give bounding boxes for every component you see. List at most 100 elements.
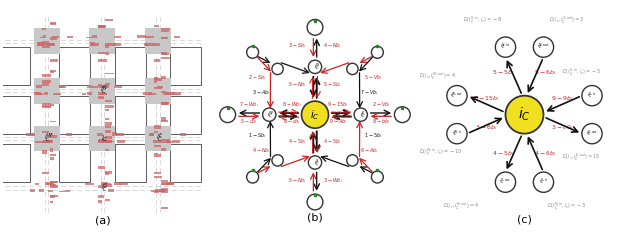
Bar — [98, 25, 103, 28]
Text: $3-Sb_i$: $3-Sb_i$ — [289, 41, 307, 50]
Bar — [161, 190, 168, 193]
Bar — [161, 102, 168, 105]
Bar — [161, 52, 167, 55]
Circle shape — [272, 155, 284, 166]
Bar — [29, 133, 35, 136]
Bar — [43, 35, 46, 38]
Bar — [43, 140, 49, 143]
Bar — [89, 126, 115, 151]
Bar — [161, 207, 168, 209]
Bar — [144, 43, 147, 46]
Bar — [50, 154, 56, 156]
Bar — [59, 96, 90, 134]
Circle shape — [371, 46, 384, 58]
Bar — [89, 28, 115, 54]
Bar — [145, 28, 171, 54]
Bar — [166, 183, 171, 185]
Text: $4-6b_i$: $4-6b_i$ — [534, 149, 557, 158]
Text: $9-Ab_i$: $9-Ab_i$ — [329, 117, 347, 126]
Bar — [98, 59, 106, 62]
Bar — [105, 172, 110, 175]
Bar — [108, 44, 116, 46]
Bar — [37, 85, 42, 88]
Bar — [123, 183, 128, 185]
Bar — [65, 190, 70, 192]
Bar — [105, 19, 113, 21]
Text: $7-Vb_i$: $7-Vb_i$ — [360, 88, 378, 97]
Bar — [45, 140, 52, 143]
Text: $D(i^{E,in}_C, i_c) = -5$: $D(i^{E,in}_C, i_c) = -5$ — [563, 67, 602, 78]
Bar — [86, 183, 94, 185]
Bar — [50, 195, 58, 197]
Bar — [42, 80, 50, 83]
Bar — [98, 25, 105, 28]
Bar — [166, 139, 170, 143]
Text: $5-cb_i$: $5-cb_i$ — [239, 117, 258, 126]
Text: $i^{E,in}_C$: $i^{E,in}_C$ — [587, 90, 597, 101]
Bar — [34, 126, 60, 151]
Bar — [180, 133, 186, 136]
Bar — [105, 105, 113, 108]
Bar — [105, 124, 111, 128]
Text: $i^W_C$: $i^W_C$ — [267, 109, 275, 120]
Bar — [146, 44, 154, 46]
Bar — [89, 78, 115, 104]
Text: $5-Vb_i$: $5-Vb_i$ — [364, 73, 382, 82]
Bar — [50, 59, 59, 62]
Circle shape — [246, 46, 259, 58]
Bar — [173, 92, 181, 95]
Circle shape — [307, 19, 323, 35]
Bar — [34, 28, 60, 54]
Bar — [165, 92, 173, 95]
Text: $i^{W,out}_C$: $i^{W,out}_C$ — [450, 90, 464, 101]
Bar — [42, 74, 51, 77]
Bar — [170, 96, 201, 134]
Bar — [34, 92, 39, 95]
Bar — [26, 133, 35, 136]
Circle shape — [534, 37, 554, 57]
Circle shape — [582, 124, 602, 144]
Text: $D(i^{S,in}_C, i_c) = -8$: $D(i^{S,in}_C, i_c) = -8$ — [462, 15, 502, 26]
Text: $i_C$: $i_C$ — [101, 133, 108, 144]
Text: $3-Ab_i$: $3-Ab_i$ — [252, 88, 270, 97]
Circle shape — [394, 107, 410, 123]
Bar — [115, 96, 146, 134]
Bar — [106, 183, 111, 185]
Text: (c): (c) — [517, 214, 532, 224]
Bar — [152, 43, 160, 46]
Bar — [175, 94, 180, 95]
Bar — [112, 132, 117, 136]
Text: $9-9b_i$: $9-9b_i$ — [551, 94, 574, 103]
Bar — [99, 86, 106, 88]
Text: $i^E_C$: $i^E_C$ — [156, 132, 164, 145]
Text: $8-15b_i$: $8-15b_i$ — [473, 94, 500, 103]
Text: $D(i_c, i^{W,out}_C) = 4$: $D(i_c, i^{W,out}_C) = 4$ — [419, 71, 456, 82]
Bar — [115, 144, 146, 182]
Bar — [102, 183, 106, 185]
Text: $i^{S,in}_C$: $i^{S,in}_C$ — [539, 177, 548, 187]
Bar — [114, 86, 122, 88]
Bar — [86, 92, 91, 95]
Bar — [49, 133, 53, 136]
Bar — [161, 37, 168, 38]
Bar — [169, 182, 174, 185]
Text: $i^N_C$: $i^N_C$ — [100, 84, 108, 98]
Text: $D(i^{W,in}_C, i_c) = -10$: $D(i^{W,in}_C, i_c) = -10$ — [419, 147, 462, 158]
Bar — [161, 183, 166, 185]
Text: $8-cb_i$: $8-cb_i$ — [284, 117, 301, 126]
Bar — [162, 183, 171, 185]
Bar — [50, 37, 57, 40]
Bar — [50, 71, 54, 73]
Bar — [105, 122, 112, 125]
Bar — [50, 135, 57, 138]
Bar — [98, 92, 106, 95]
Text: $i^S_C$: $i^S_C$ — [101, 181, 108, 195]
Bar — [50, 185, 59, 188]
Bar — [86, 37, 92, 38]
Text: $4-5b_i$: $4-5b_i$ — [323, 137, 341, 146]
Text: $i^S_C$: $i^S_C$ — [314, 157, 320, 168]
Bar — [154, 154, 161, 157]
Bar — [172, 140, 180, 143]
Bar — [154, 78, 162, 81]
Bar — [36, 92, 42, 95]
